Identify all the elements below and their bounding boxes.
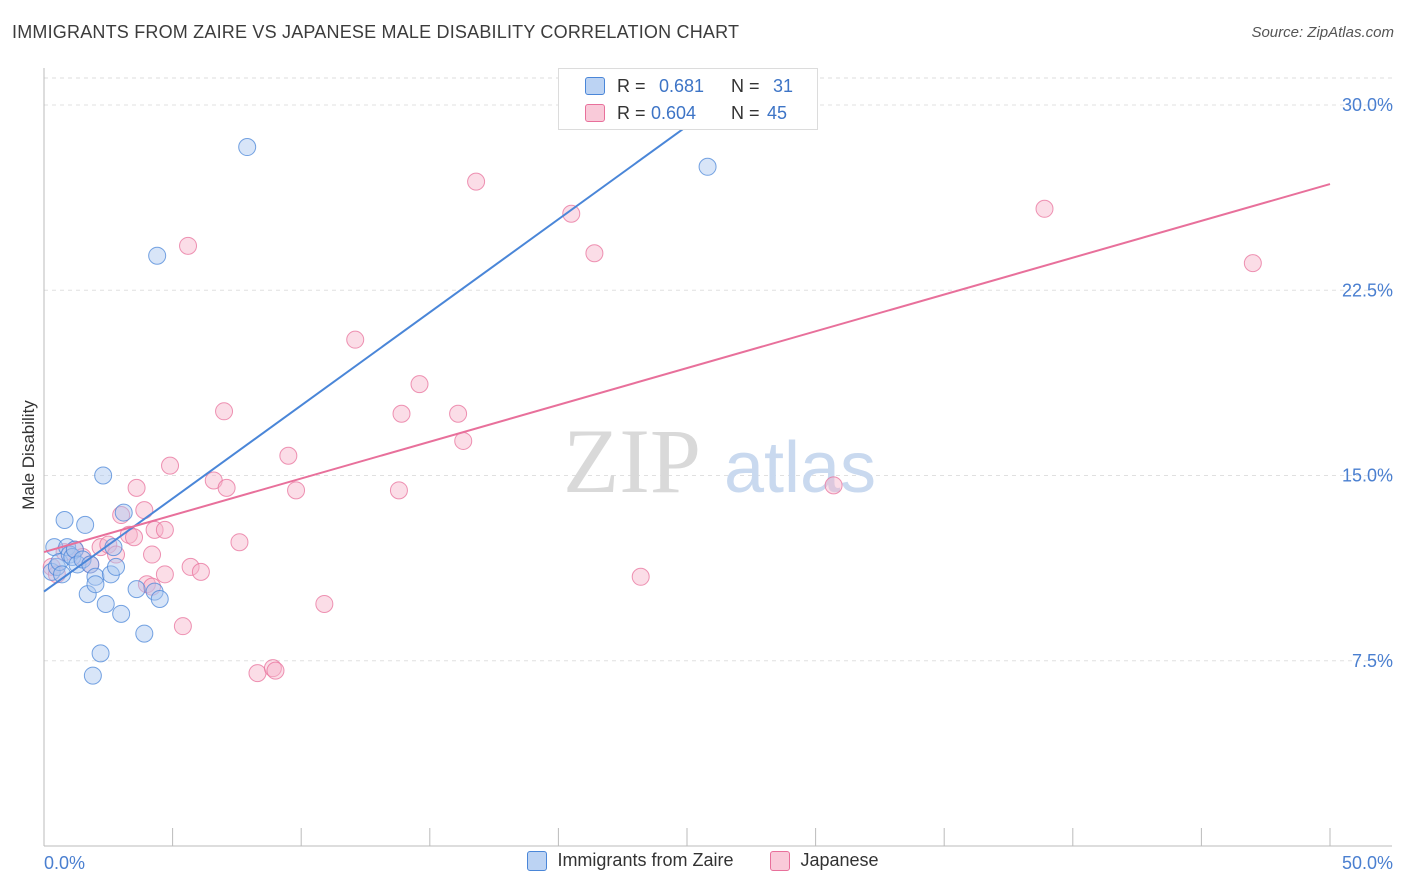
point-japanese[interactable]	[119, 525, 138, 544]
trend-line-zaire	[43, 106, 714, 593]
n-label: N =	[731, 102, 760, 123]
y-tick-label: 7.5%	[1352, 651, 1393, 671]
point-zaire[interactable]	[150, 590, 169, 609]
watermark-atlas: atlas	[724, 428, 876, 508]
point-japanese[interactable]	[263, 659, 282, 678]
point-japanese[interactable]	[112, 506, 131, 525]
legend-label-japanese: Japanese	[800, 850, 879, 870]
trend-lines	[43, 106, 1331, 593]
point-japanese[interactable]	[161, 456, 180, 475]
watermark-zip: ZIP	[563, 410, 701, 512]
x-tick-label-max: 50.0%	[1342, 853, 1393, 873]
legend: Immigrants from Zaire Japanese	[0, 850, 1406, 876]
point-zaire[interactable]	[78, 585, 97, 604]
y-tick-label: 15.0%	[1342, 466, 1393, 486]
r-label: R =	[617, 75, 646, 96]
point-zaire[interactable]	[68, 555, 87, 574]
legend-label-zaire: Immigrants from Zaire	[557, 850, 734, 870]
point-zaire[interactable]	[238, 138, 257, 157]
point-zaire[interactable]	[698, 157, 717, 176]
r-value: 0.681	[659, 75, 705, 96]
japanese-swatch	[585, 104, 605, 122]
point-japanese[interactable]	[824, 476, 843, 495]
point-zaire[interactable]	[86, 567, 105, 586]
gridlines	[44, 77, 1392, 662]
point-japanese[interactable]	[125, 528, 144, 547]
point-zaire[interactable]	[114, 503, 133, 522]
point-japanese[interactable]	[631, 567, 650, 586]
point-japanese[interactable]	[179, 236, 198, 255]
chart-title: IMMIGRANTS FROM ZAIRE VS JAPANESE MALE D…	[12, 22, 740, 42]
point-zaire[interactable]	[96, 594, 115, 613]
point-zaire[interactable]	[127, 580, 146, 599]
point-japanese[interactable]	[173, 617, 192, 636]
point-japanese[interactable]	[1035, 199, 1054, 218]
trend-line-japanese	[43, 183, 1331, 554]
source-label: Source: ZipAtlas.com	[1251, 24, 1394, 41]
point-japanese[interactable]	[191, 562, 210, 581]
point-japanese[interactable]	[135, 501, 154, 520]
n-label: N =	[731, 75, 760, 96]
point-japanese[interactable]	[585, 244, 604, 263]
y-axis-label: Male Disability	[19, 400, 38, 510]
point-japanese[interactable]	[279, 446, 298, 465]
point-zaire[interactable]	[83, 666, 102, 685]
point-japanese[interactable]	[410, 375, 429, 394]
zaire-swatch	[585, 77, 605, 95]
point-japanese[interactable]	[266, 661, 285, 680]
point-japanese[interactable]	[230, 533, 249, 552]
stats-box: R = 0.681 N = 31 R = 0.604 N = 45	[558, 68, 818, 130]
n-value: 31	[773, 75, 794, 96]
x-tick-label-min: 0.0%	[44, 853, 85, 873]
point-japanese[interactable]	[562, 204, 581, 223]
point-zaire[interactable]	[135, 624, 154, 643]
point-japanese[interactable]	[315, 594, 334, 613]
point-japanese[interactable]	[454, 431, 473, 450]
point-zaire[interactable]	[112, 604, 131, 623]
point-japanese[interactable]	[155, 520, 174, 539]
point-zaire[interactable]	[55, 510, 74, 529]
watermark: ZIP atlas	[563, 410, 876, 512]
legend-item-japanese[interactable]: Japanese	[770, 850, 879, 871]
point-zaire[interactable]	[148, 246, 167, 265]
r-value: 0.604	[651, 102, 697, 123]
point-japanese[interactable]	[389, 481, 408, 500]
point-japanese[interactable]	[137, 575, 156, 594]
point-japanese[interactable]	[1243, 254, 1262, 273]
point-japanese[interactable]	[248, 664, 267, 683]
point-zaire[interactable]	[94, 466, 113, 485]
point-zaire[interactable]	[76, 515, 95, 534]
n-value: 45	[767, 102, 788, 123]
data-points	[42, 138, 1262, 685]
legend-swatch-zaire	[527, 850, 548, 871]
point-japanese[interactable]	[215, 402, 234, 421]
point-zaire[interactable]	[91, 644, 110, 663]
point-japanese[interactable]	[143, 545, 162, 564]
point-japanese[interactable]	[217, 478, 236, 497]
point-japanese[interactable]	[181, 557, 200, 576]
point-japanese[interactable]	[392, 404, 411, 423]
point-japanese[interactable]	[107, 545, 126, 564]
point-japanese[interactable]	[449, 404, 468, 423]
point-japanese[interactable]	[346, 330, 365, 349]
point-zaire[interactable]	[42, 562, 61, 581]
point-zaire[interactable]	[53, 565, 72, 584]
legend-item-zaire[interactable]: Immigrants from Zaire	[527, 850, 733, 871]
legend-swatch-japanese	[770, 850, 791, 871]
point-zaire[interactable]	[86, 575, 105, 594]
point-zaire[interactable]	[107, 557, 126, 576]
point-japanese[interactable]	[127, 478, 146, 497]
point-japanese[interactable]	[155, 565, 174, 584]
r-label: R =	[617, 102, 646, 123]
point-japanese[interactable]	[467, 172, 486, 191]
y-tick-label: 30.0%	[1342, 95, 1393, 115]
tick-labels: 7.5% 15.0% 22.5% 30.0% 0.0% 50.0%	[44, 95, 1393, 873]
y-tick-label: 22.5%	[1342, 280, 1393, 300]
axes	[43, 68, 1392, 847]
point-japanese[interactable]	[287, 481, 306, 500]
